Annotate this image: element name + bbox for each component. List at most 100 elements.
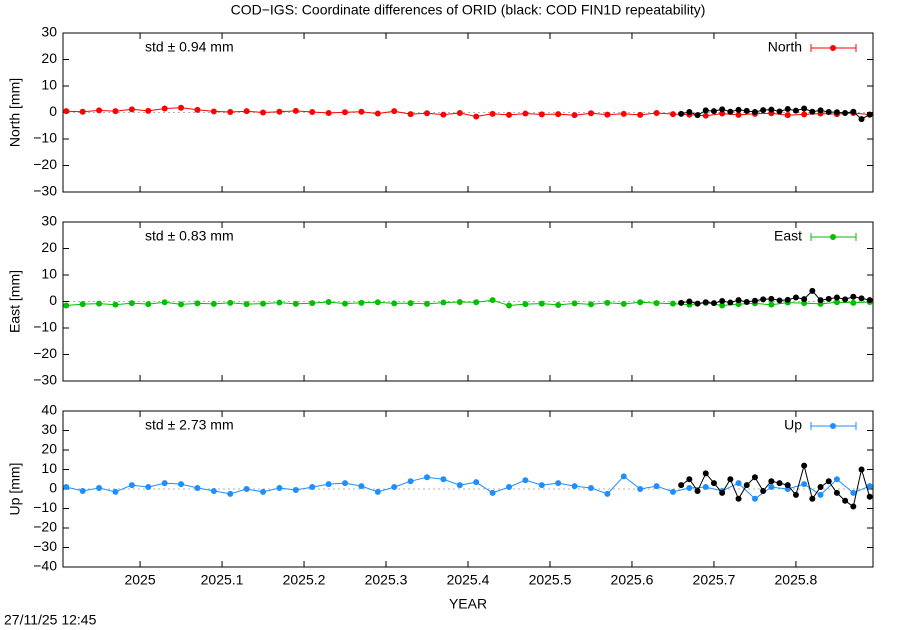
- data-point: [505, 111, 512, 118]
- data-point: [96, 485, 103, 492]
- data-point: [743, 107, 750, 114]
- y-tick-label: −10: [33, 499, 57, 515]
- data-point: [858, 466, 865, 473]
- data-point: [243, 301, 250, 308]
- data-point: [522, 301, 529, 308]
- data-point: [374, 488, 381, 495]
- data-point: [227, 490, 234, 497]
- y-tick-label: −30: [33, 183, 57, 199]
- data-point: [792, 491, 799, 498]
- data-point: [776, 108, 783, 115]
- data-point: [719, 110, 726, 117]
- x-axis-label: YEAR: [449, 596, 487, 612]
- y-tick-label: 30: [41, 213, 57, 229]
- y-axis-label: North [mm]: [7, 78, 23, 147]
- data-point: [694, 300, 701, 307]
- x-tick-label: 2025.8: [775, 572, 818, 588]
- data-point: [850, 299, 857, 306]
- data-point: [538, 300, 545, 307]
- y-tick-label: 10: [41, 460, 57, 476]
- y-tick-label: 0: [49, 292, 57, 308]
- data-point: [128, 106, 135, 113]
- y-axis-label: Up [mm]: [7, 463, 23, 516]
- data-point: [751, 495, 758, 502]
- data-point: [112, 488, 119, 495]
- data-point: [702, 299, 709, 306]
- data-point: [686, 108, 693, 115]
- figure-title: COD−IGS: Coordinate differences of ORID …: [231, 2, 706, 18]
- data-point: [128, 482, 135, 489]
- legend-label: Up: [784, 417, 802, 433]
- data-point: [850, 503, 857, 510]
- data-point: [825, 478, 832, 485]
- data-point: [555, 301, 562, 308]
- data-point: [63, 108, 70, 115]
- data-point: [710, 480, 717, 487]
- data-point: [669, 488, 676, 495]
- data-point: [604, 299, 611, 306]
- data-point: [112, 108, 119, 115]
- y-tick-label: −40: [33, 558, 57, 574]
- series-line: [66, 475, 870, 500]
- data-point: [866, 111, 873, 118]
- data-point: [792, 294, 799, 301]
- legend-marker: [830, 234, 836, 240]
- data-point: [79, 108, 86, 115]
- data-point: [391, 300, 398, 307]
- data-point: [850, 293, 857, 300]
- y-tick-label: −30: [33, 538, 57, 554]
- data-point: [735, 111, 742, 118]
- data-point: [473, 113, 480, 120]
- data-point: [751, 108, 758, 115]
- data-point: [833, 109, 840, 116]
- data-point: [440, 111, 447, 118]
- data-point: [858, 295, 865, 302]
- data-point: [760, 487, 767, 494]
- data-point: [694, 487, 701, 494]
- data-point: [751, 297, 758, 304]
- x-tick-label: 2025.2: [283, 572, 326, 588]
- data-point: [210, 108, 217, 115]
- data-point: [727, 299, 734, 306]
- data-point: [522, 477, 529, 484]
- data-point: [161, 105, 168, 112]
- std-annotation: std ± 0.94 mm: [145, 39, 234, 55]
- data-point: [768, 295, 775, 302]
- data-point: [719, 302, 726, 309]
- data-point: [809, 287, 816, 294]
- x-tick-label: 2025.3: [365, 572, 408, 588]
- data-point: [374, 110, 381, 117]
- data-point: [702, 470, 709, 477]
- data-point: [858, 116, 865, 123]
- y-tick-label: 0: [49, 103, 57, 119]
- data-point: [678, 299, 685, 306]
- data-point: [735, 297, 742, 304]
- data-point: [760, 296, 767, 303]
- data-point: [407, 111, 414, 118]
- x-tick-label: 2025.1: [201, 572, 244, 588]
- data-point: [555, 480, 562, 487]
- data-point: [768, 106, 775, 113]
- data-point: [243, 108, 250, 115]
- data-point: [768, 478, 775, 485]
- data-point: [587, 301, 594, 308]
- data-point: [260, 488, 267, 495]
- data-point: [243, 486, 250, 492]
- data-point: [276, 108, 283, 115]
- data-point: [145, 301, 152, 308]
- data-point: [63, 484, 70, 491]
- data-point: [710, 108, 717, 115]
- data-point: [702, 112, 709, 119]
- legend-marker: [830, 45, 836, 51]
- data-point: [776, 297, 783, 304]
- data-point: [817, 491, 824, 498]
- data-point: [719, 489, 726, 496]
- data-point: [440, 299, 447, 306]
- data-point: [489, 110, 496, 117]
- data-point: [866, 493, 873, 500]
- x-tick-label: 2025.6: [611, 572, 654, 588]
- data-point: [637, 299, 644, 306]
- data-point: [194, 106, 201, 113]
- std-annotation: std ± 2.73 mm: [145, 417, 234, 433]
